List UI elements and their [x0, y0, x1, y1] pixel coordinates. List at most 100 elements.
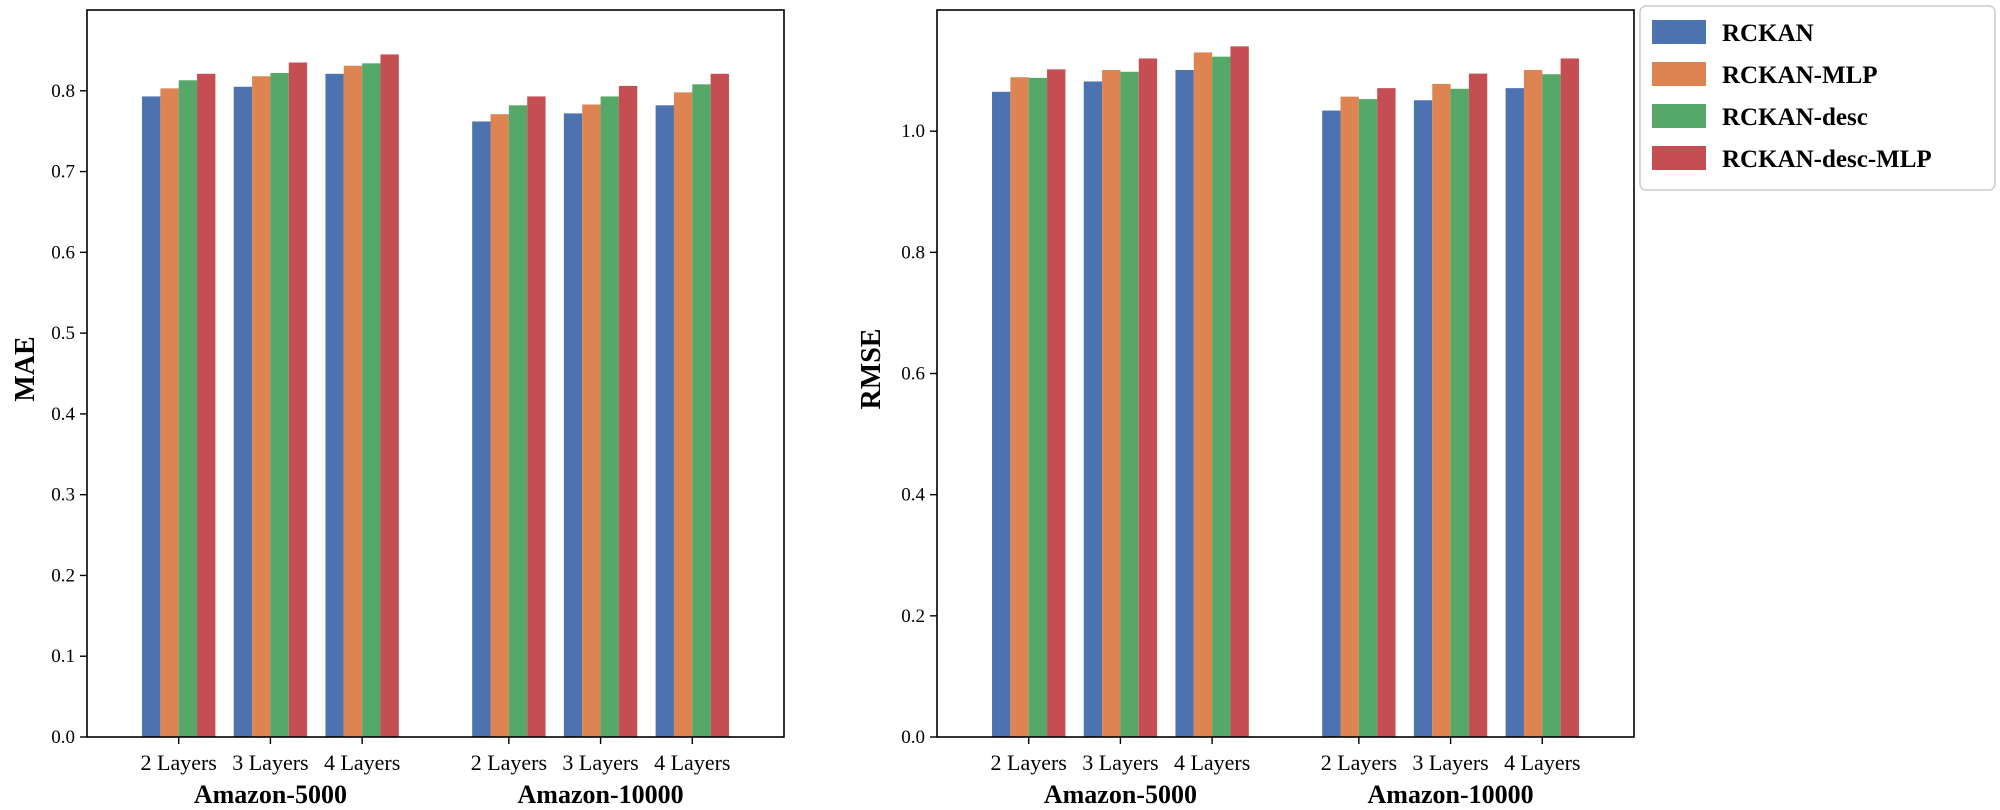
mae-y-tick-label: 0.8 — [51, 81, 75, 102]
rmse-bar-rckan-desc-0 — [1028, 77, 1048, 738]
legend-label-rckan-desc: RCKAN-desc — [1722, 104, 1868, 131]
mae-group-label: Amazon-5000 — [194, 780, 347, 809]
legend: RCKAN RCKAN-MLP RCKAN-desc RCKAN-desc-ML… — [1639, 5, 1996, 191]
mae-y-tick-label: 0.7 — [51, 162, 75, 183]
rmse-x-tick-label: 4 Layers — [1174, 750, 1250, 775]
mae-bar-rckan-desc-mlp-1 — [288, 62, 308, 737]
mae-y-tick-label: 0.4 — [51, 404, 75, 425]
mae-bar-rckan-mlp-5 — [673, 92, 693, 737]
mae-y-tick-label: 0.6 — [51, 242, 75, 263]
mae-y-tick-label: 0.5 — [51, 323, 75, 344]
rmse-bar-rckan-1 — [1083, 81, 1103, 738]
mae-bar-rckan-desc-mlp-5 — [710, 73, 729, 737]
rmse-bar-rckan-desc-2 — [1212, 56, 1231, 737]
rmse-group-label: Amazon-10000 — [1368, 780, 1534, 809]
mae-bar-rckan-1 — [233, 86, 253, 738]
mae-plot-frame — [86, 9, 785, 738]
rmse-bar-rckan-0 — [992, 91, 1011, 738]
mae-y-tick-label: 0.3 — [51, 485, 75, 506]
mae-bar-rckan-0 — [142, 96, 161, 738]
mae-bar-rckan-mlp-2 — [343, 65, 363, 738]
legend-swatch-rckan-desc — [1652, 104, 1706, 128]
rmse-x-tick-label: 4 Layers — [1504, 750, 1580, 775]
rmse-bar-rckan-desc-mlp-5 — [1560, 58, 1579, 738]
rmse-group-label: Amazon-5000 — [1044, 780, 1197, 809]
legend-swatch-rckan-desc-mlp — [1652, 146, 1706, 170]
rmse-bar-rckan-desc-4 — [1450, 88, 1469, 737]
mae-x-tick-label: 4 Layers — [654, 750, 730, 775]
mae-bar-rckan-desc-3 — [508, 105, 528, 737]
mae-bar-rckan-desc-mlp-4 — [618, 85, 638, 738]
mae-bar-rckan-mlp-4 — [582, 104, 601, 737]
mae-y-ticks: 0.0 0.1 0.2 0.3 0.4 0.5 0.6 0.7 0.8 — [51, 81, 87, 748]
mae-y-tick-label: 0.2 — [51, 565, 75, 586]
rmse-bar-rckan-5 — [1505, 88, 1524, 737]
legend-swatch-rckan-mlp — [1652, 62, 1706, 86]
rmse-bar-rckan-desc-mlp-2 — [1230, 46, 1249, 738]
mae-bar-rckan-desc-4 — [600, 96, 619, 738]
rmse-y-tick-label: 0.2 — [901, 606, 925, 627]
rmse-x-tick-label: 3 Layers — [1412, 750, 1488, 775]
mae-bars — [142, 54, 729, 738]
mae-x-tick-label: 2 Layers — [141, 750, 217, 775]
mae-bar-rckan-desc-5 — [692, 84, 711, 737]
rmse-bar-rckan-mlp-1 — [1102, 69, 1121, 738]
rmse-y-tick-label: 0.6 — [901, 364, 925, 385]
rmse-bar-rckan-2 — [1175, 69, 1194, 738]
rmse-y-ticks: 0.0 0.2 0.4 0.6 0.8 1.0 — [901, 121, 937, 748]
rmse-bar-rckan-desc-mlp-1 — [1138, 58, 1158, 738]
rmse-bar-rckan-mlp-0 — [1010, 77, 1029, 737]
mae-bar-rckan-desc-2 — [362, 63, 381, 738]
mae-y-axis-label: MAE — [10, 336, 41, 401]
mae-x-ticks: 2 Layers 3 Layers 4 Layers 2 Layers 3 Layers… — [141, 737, 730, 775]
rmse-bar-rckan-4 — [1413, 100, 1433, 737]
mae-bar-rckan-desc-1 — [270, 73, 289, 737]
mae-bar-rckan-desc-0 — [178, 80, 198, 737]
rmse-bar-rckan-desc-1 — [1120, 71, 1139, 738]
rmse-y-tick-label: 0.4 — [901, 485, 925, 506]
mae-chart: 0.0 0.1 0.2 0.3 0.4 0.5 0.6 0.7 0.8 2 Layers 3 La… — [10, 9, 785, 809]
rmse-bar-rckan-3 — [1322, 110, 1341, 737]
mae-bar-rckan-mlp-0 — [160, 88, 179, 738]
rmse-y-tick-label: 0.8 — [901, 242, 925, 263]
rmse-x-tick-label: 3 Layers — [1082, 750, 1158, 775]
mae-bar-rckan-5 — [655, 105, 674, 737]
rmse-bar-rckan-desc-mlp-4 — [1468, 73, 1488, 738]
rmse-bar-rckan-desc-mlp-3 — [1377, 88, 1396, 737]
mae-bar-rckan-mlp-1 — [252, 76, 271, 738]
rmse-y-axis-label: RMSE — [856, 329, 887, 410]
mae-x-tick-label: 3 Layers — [562, 750, 638, 775]
mae-bar-rckan-3 — [472, 121, 491, 738]
mae-x-tick-label: 3 Layers — [232, 750, 308, 775]
mae-bar-rckan-desc-mlp-3 — [527, 96, 546, 738]
rmse-x-tick-label: 2 Layers — [991, 750, 1067, 775]
legend-label-rckan-mlp: RCKAN-MLP — [1722, 62, 1878, 89]
mae-y-tick-label: 0.1 — [51, 646, 75, 667]
rmse-bar-rckan-desc-mlp-0 — [1047, 69, 1066, 738]
rmse-bar-rckan-mlp-3 — [1340, 96, 1359, 737]
mae-x-tick-label: 2 Layers — [471, 750, 547, 775]
rmse-bar-rckan-mlp-4 — [1432, 83, 1451, 737]
legend-swatch-rckan — [1652, 20, 1706, 44]
mae-bar-rckan-4 — [563, 113, 583, 737]
rmse-bar-rckan-mlp-2 — [1193, 52, 1213, 738]
mae-bar-rckan-2 — [325, 73, 344, 737]
mae-bar-rckan-desc-mlp-0 — [197, 73, 216, 737]
rmse-x-ticks: 2 Layers 3 Layers 4 Layers 2 Layers 3 Layers… — [991, 737, 1580, 775]
rmse-bars — [992, 46, 1579, 738]
legend-frame — [1639, 5, 1996, 191]
rmse-bar-rckan-desc-3 — [1358, 99, 1378, 737]
mae-bar-rckan-desc-mlp-2 — [380, 54, 399, 738]
mae-x-tick-label: 4 Layers — [324, 750, 400, 775]
rmse-x-tick-label: 2 Layers — [1321, 750, 1397, 775]
mae-y-tick-label: 0.0 — [51, 727, 75, 748]
legend-label-rckan: RCKAN — [1722, 20, 1814, 47]
rmse-bar-rckan-mlp-5 — [1523, 69, 1543, 738]
mae-group-label: Amazon-10000 — [518, 780, 684, 809]
rmse-bar-rckan-desc-5 — [1542, 74, 1561, 738]
rmse-group-labels: Amazon-5000 Amazon-10000 — [1044, 780, 1534, 809]
rmse-y-tick-label: 0.0 — [901, 727, 925, 748]
mae-bar-rckan-mlp-3 — [490, 114, 509, 737]
mae-group-labels: Amazon-5000 Amazon-10000 — [194, 780, 684, 809]
